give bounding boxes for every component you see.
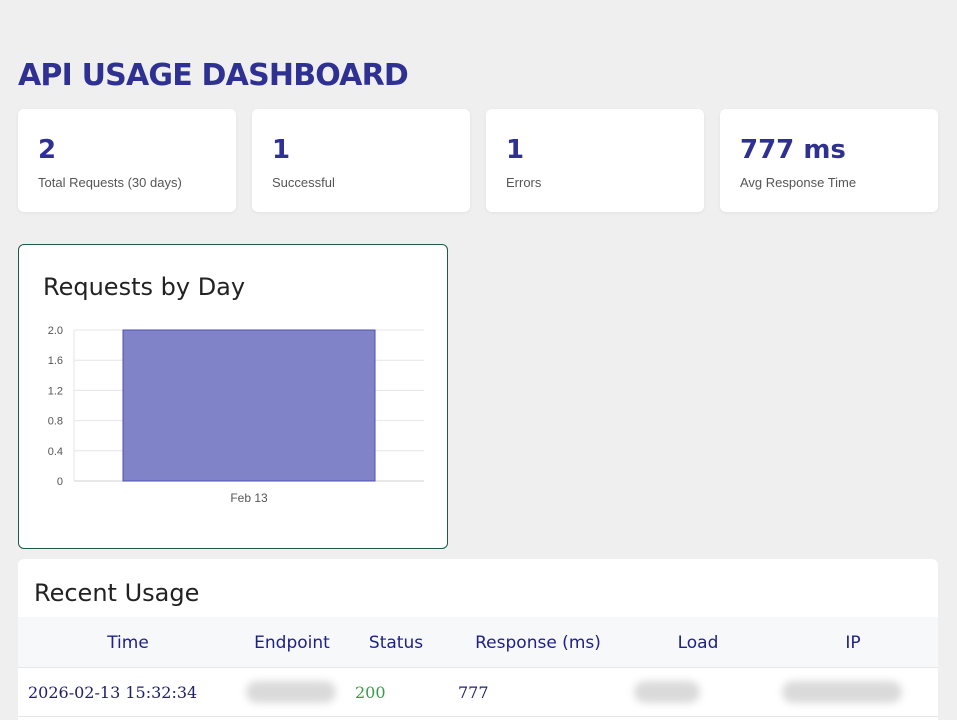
requests-by-day-panel: Requests by Day 0 0.4 0.8 1.2 1.6 2.0 Feb 13 xyxy=(18,244,448,549)
cell-ip-redacted xyxy=(782,681,902,703)
recent-usage-title: Recent Usage xyxy=(34,579,200,607)
requests-by-day-chart: 0 0.4 0.8 1.2 1.6 2.0 Feb 13 xyxy=(48,325,424,505)
column-header-response[interactable]: Response (ms) xyxy=(475,633,601,653)
stat-label: Total Requests (30 days) xyxy=(38,175,182,190)
cell-time: 2026-02-13 15:32:34 xyxy=(28,683,198,702)
column-header-status[interactable]: Status xyxy=(368,633,424,653)
stat-label: Successful xyxy=(272,175,335,190)
stat-card-total-requests: 2 Total Requests (30 days) xyxy=(18,109,236,212)
stat-value: 777 ms xyxy=(740,135,846,165)
cell-response: 777 xyxy=(458,683,489,702)
stat-value: 1 xyxy=(506,135,525,165)
stat-card-errors: 1 Errors xyxy=(486,109,704,212)
x-tick-label: Feb 13 xyxy=(230,491,268,505)
cell-endpoint-redacted xyxy=(246,681,336,703)
y-tick-label: 0 xyxy=(57,476,63,488)
cell-status: 200 xyxy=(355,683,386,702)
y-tick-label: 0.4 xyxy=(48,446,63,458)
column-header-time[interactable]: Time xyxy=(107,633,149,653)
y-tick-label: 1.6 xyxy=(48,355,63,367)
stat-card-successful: 1 Successful xyxy=(252,109,470,212)
column-header-endpoint[interactable]: Endpoint xyxy=(254,633,330,653)
table-row[interactable]: 2026-02-13 15:32:34 200 777 xyxy=(18,669,938,717)
bar xyxy=(122,329,376,482)
stat-value: 1 xyxy=(272,135,291,165)
column-header-ip[interactable]: IP xyxy=(845,633,861,653)
stat-label: Avg Response Time xyxy=(740,175,857,190)
y-tick-label: 0.8 xyxy=(48,416,63,428)
y-tick-label: 1.2 xyxy=(48,385,63,397)
stat-card-avg-response: 777 ms Avg Response Time xyxy=(720,109,938,212)
column-header-load[interactable]: Load xyxy=(677,633,719,653)
recent-usage-panel: Recent Usage Time Endpoint Status Respon… xyxy=(18,559,938,720)
page-title: API USAGE DASHBOARD xyxy=(18,58,409,93)
y-tick-label: 2.0 xyxy=(48,325,63,337)
stat-value: 2 xyxy=(38,135,57,165)
cell-load-redacted xyxy=(634,681,700,703)
chart-title: Requests by Day xyxy=(43,273,246,301)
stat-label: Errors xyxy=(506,175,542,190)
usage-table-header: Time Endpoint Status Response (ms) Load … xyxy=(18,617,938,668)
